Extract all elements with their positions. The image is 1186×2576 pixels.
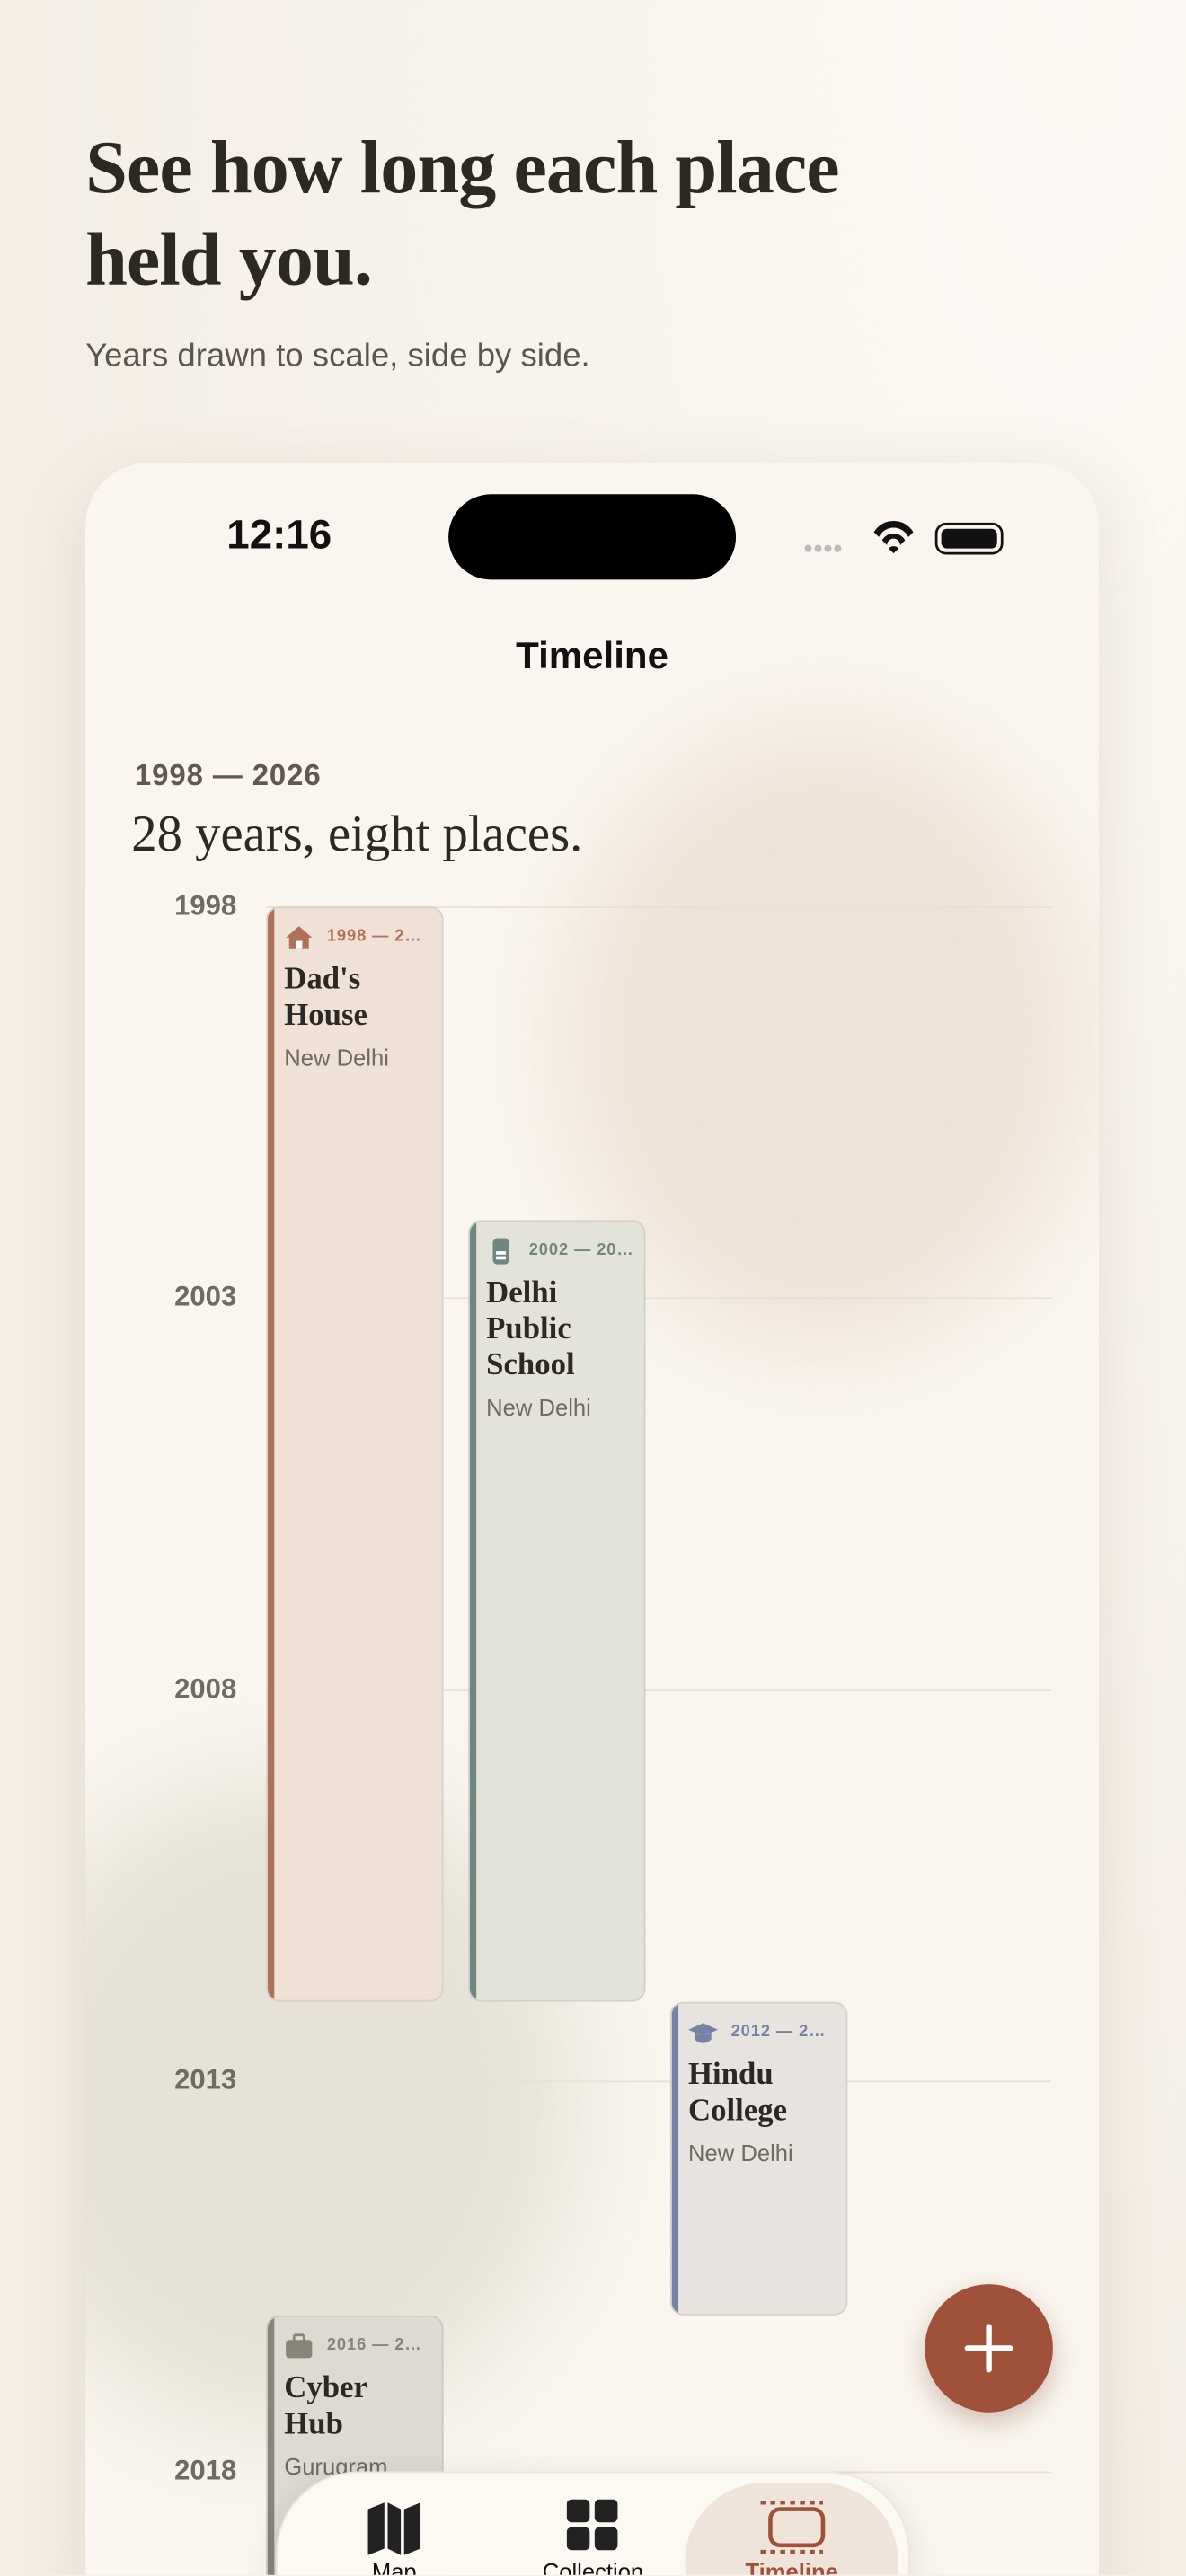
subtitle: Years drawn to scale, side by side. [85, 338, 590, 375]
date-range: 1998 — 2026 [134, 758, 322, 792]
phone: 12:16 Timeline 1998 — 2026 28 years, eig… [85, 463, 1100, 2575]
place-dates: 1998 — 2… [326, 927, 422, 947]
year-label: 2003 [174, 1281, 237, 1313]
map-icon [367, 2502, 421, 2555]
grid-line [266, 1689, 1052, 1691]
place-icon [688, 2023, 718, 2043]
decor-blob [562, 726, 1088, 1350]
headline: See how long each place held you. [85, 124, 840, 301]
status-icons [804, 520, 1004, 555]
place-city: New Delhi [688, 2139, 793, 2166]
place-dates: 2002 — 20… [528, 1240, 634, 1259]
place-icon [286, 2333, 313, 2358]
grid-line [266, 906, 1052, 909]
timeline-icon [760, 2500, 826, 2554]
year-label: 2013 [174, 2063, 237, 2095]
tab-highlight [685, 2483, 899, 2575]
place-city: New Delhi [486, 1393, 591, 1420]
place-name: Hindu College [688, 2057, 788, 2129]
place-city: New Delhi [284, 1044, 389, 1072]
tab-bar: Map Collection Timeline [276, 2471, 910, 2575]
place-accent [268, 2316, 275, 2575]
place-icon [286, 926, 313, 949]
tab-timeline[interactable]: Timeline [745, 2558, 838, 2575]
place-icon [492, 1237, 509, 1265]
place-bar: 2002 — 20… Delhi Public School New Delhi [468, 1219, 646, 2002]
collection-icon [566, 2499, 618, 2551]
place-dates: 2016 — 2… [326, 2336, 422, 2355]
dynamic-island [448, 494, 737, 580]
timeline: 1998 2003 2008 2013 2018 1998 — 2… Dad's House… [85, 463, 1099, 2575]
place-accent [268, 908, 275, 2000]
grid-line [266, 2079, 1052, 2082]
tab-map[interactable]: Map [371, 2558, 417, 2575]
place-name: Delhi Public School [486, 1275, 575, 1382]
screen-title: Timeline [516, 633, 668, 677]
place-accent [469, 1221, 477, 2000]
place-bar: 2012 — 2… Hindu College New Delhi [669, 2001, 848, 2316]
tab-collection[interactable]: Collection [542, 2558, 644, 2575]
place-dates: 2012 — 2… [730, 2023, 827, 2042]
add-button[interactable] [925, 2284, 1053, 2413]
year-label: 2018 [174, 2455, 237, 2486]
place-bar: 1998 — 2… Dad's House New Delhi [266, 906, 444, 2002]
plus-icon [964, 2324, 1013, 2373]
year-label: 1998 [174, 889, 237, 922]
year-label: 2008 [174, 1672, 237, 1704]
grid-line [266, 1297, 1052, 1300]
summary-headline: 28 years, eight places. [131, 804, 583, 862]
place-name: Cyber Hub [284, 2370, 367, 2442]
place-name: Dad's House [284, 962, 367, 1033]
place-accent [671, 2003, 679, 2314]
status-time: 12:16 [226, 512, 332, 559]
